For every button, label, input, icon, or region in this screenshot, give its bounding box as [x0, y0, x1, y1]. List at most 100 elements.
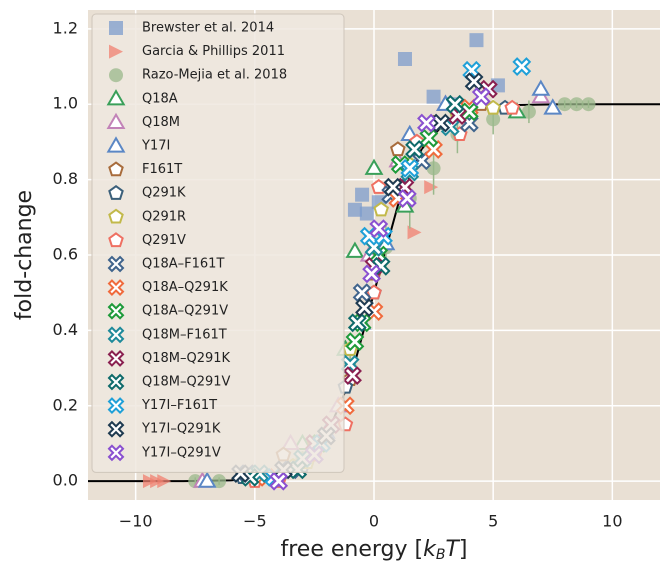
circle-marker	[521, 104, 536, 119]
circle-marker	[569, 97, 584, 112]
pentagon-marker	[373, 201, 389, 217]
legend-label: F161T	[142, 162, 182, 177]
x-tick-label: −5	[243, 512, 267, 531]
triangle-marker	[531, 79, 551, 96]
triangle-right-marker	[109, 44, 123, 59]
x-marker	[107, 302, 125, 320]
legend-label: Y17I–F161T	[141, 398, 217, 413]
x-tick-label: 0	[369, 512, 379, 531]
y-tick-label: 0.2	[53, 395, 78, 414]
y-tick-label: 1.0	[53, 94, 78, 113]
square-marker	[347, 202, 362, 217]
x-marker	[107, 397, 125, 415]
x-marker	[269, 471, 289, 491]
legend-label: Q18M–Q291K	[142, 351, 231, 366]
x-marker	[400, 158, 420, 178]
triangle-right-marker	[157, 474, 172, 489]
legend-label: Q18A–Q291V	[142, 304, 228, 319]
x-tick-label: 10	[602, 512, 622, 531]
x-marker	[369, 219, 389, 239]
x-axis-label: free energy [kBT]	[280, 537, 467, 563]
square-marker	[426, 89, 441, 104]
x-marker	[343, 366, 362, 386]
legend-label: Q18M–F161T	[142, 327, 227, 342]
legend: Brewster et al. 2014 Garcia & Phillips 20…	[91, 13, 345, 473]
legend-label: Brewster et al. 2014	[142, 21, 274, 36]
x-marker	[347, 313, 367, 333]
y-tick-label: 0.6	[53, 245, 78, 264]
x-marker	[397, 189, 417, 208]
triangle-right-marker	[424, 180, 439, 195]
square-marker	[397, 52, 412, 66]
legend-label: Q18A–F161T	[142, 257, 224, 272]
x-marker	[107, 279, 125, 297]
x-marker	[471, 87, 491, 107]
legend-label: Q291K	[142, 186, 186, 201]
x-marker	[107, 420, 125, 438]
x-tick-label: 5	[488, 512, 498, 531]
pentagon-marker	[108, 184, 124, 200]
x-marker	[352, 283, 372, 303]
legend-label: Razo-Mejia et al. 2018	[142, 68, 287, 83]
legend-label: Q18M	[142, 115, 180, 130]
triangle-marker	[106, 136, 126, 153]
legend-label: Q18M–Q291V	[142, 375, 231, 390]
x-marker	[405, 140, 424, 159]
y-tick-label: 0.8	[53, 169, 78, 188]
legend-label: Q18A	[142, 91, 178, 106]
x-marker	[355, 298, 374, 318]
legend-box	[91, 13, 345, 473]
circle-marker	[557, 97, 572, 112]
pentagon-marker	[485, 99, 501, 115]
triangle-marker	[543, 98, 563, 115]
x-marker	[464, 72, 484, 92]
legend-label: Y17I–Q291V	[141, 445, 221, 460]
x-marker	[362, 264, 382, 284]
triangle-marker	[197, 471, 217, 488]
x-marker	[107, 349, 125, 367]
legend-label: Y17I–Q291K	[141, 422, 221, 437]
legend-label: Q291R	[142, 209, 186, 224]
x-marker	[345, 332, 365, 352]
pentagon-marker	[108, 208, 124, 224]
x-label-t: T	[445, 537, 460, 562]
marks	[88, 33, 660, 491]
y-axis-label: fold-change	[12, 190, 37, 320]
x-marker	[107, 255, 125, 273]
legend-label: Garcia & Phillips 2011	[142, 44, 285, 59]
triangle-right-marker	[142, 474, 157, 489]
x-marker	[445, 94, 465, 114]
triangle-marker	[364, 158, 384, 175]
square-marker	[109, 21, 123, 35]
x-marker	[107, 373, 125, 391]
y-tick-label: 1.2	[53, 18, 78, 37]
circle-marker	[581, 97, 596, 112]
x-label-text: free energy [	[280, 537, 423, 562]
square-marker	[469, 33, 484, 48]
pentagon-marker	[108, 232, 124, 248]
circle-marker	[109, 68, 123, 83]
pentagon-marker	[108, 161, 124, 177]
x-label-sub: B	[436, 547, 446, 563]
square-marker	[359, 206, 374, 221]
y-tick-label: 0.0	[53, 471, 78, 490]
legend-label: Q18A–Q291K	[142, 280, 228, 295]
x-tick-label: −10	[119, 512, 153, 531]
triangle-marker	[106, 89, 126, 106]
legend-label: Q291V	[142, 233, 186, 248]
triangle-marker	[106, 112, 126, 129]
triangle-right-marker	[407, 225, 422, 240]
x-marker	[417, 113, 436, 133]
circle-marker	[212, 474, 227, 489]
square-marker	[355, 187, 370, 202]
pentagon-marker	[504, 99, 521, 115]
triangle-right-marker	[150, 474, 165, 489]
pentagon-marker	[389, 141, 406, 157]
x-label-end: ]	[459, 537, 468, 562]
x-label-k: k	[423, 537, 437, 562]
triangle-marker	[345, 241, 365, 258]
x-marker	[107, 444, 125, 462]
circle-marker	[486, 112, 501, 127]
y-tick-label: 0.4	[53, 320, 78, 339]
